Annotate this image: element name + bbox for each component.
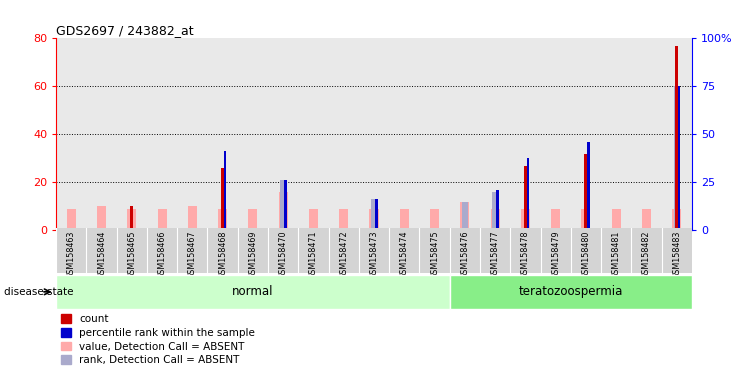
Bar (133, 228, 135, 230)
Text: GSM158475: GSM158475 (430, 231, 439, 279)
Bar (188, 207, 197, 230)
Bar (497, 190, 499, 230)
Bar (492, 192, 498, 230)
Bar (420, 38, 450, 230)
Bar (339, 209, 349, 230)
Bar (430, 209, 439, 230)
Bar (280, 180, 286, 230)
Bar (221, 168, 224, 230)
Bar (551, 209, 560, 230)
Bar (86, 38, 117, 230)
Text: GSM158473: GSM158473 (370, 231, 378, 279)
Text: GSM158478: GSM158478 (521, 231, 530, 279)
Text: GSM158464: GSM158464 (97, 231, 106, 279)
Text: GSM158469: GSM158469 (248, 231, 257, 279)
Bar (631, 38, 662, 230)
Text: GSM158468: GSM158468 (218, 231, 227, 279)
Text: GSM158482: GSM158482 (642, 231, 651, 279)
Text: GSM158471: GSM158471 (309, 231, 318, 279)
Bar (359, 38, 389, 230)
Bar (662, 38, 692, 230)
Bar (97, 207, 106, 230)
Bar (491, 209, 500, 230)
Bar (510, 38, 541, 230)
Text: GSM158466: GSM158466 (158, 231, 167, 279)
Text: GDS2697 / 243882_at: GDS2697 / 243882_at (56, 24, 194, 37)
Bar (158, 209, 167, 230)
Bar (177, 38, 207, 230)
Bar (207, 38, 238, 230)
Bar (328, 38, 359, 230)
Bar (248, 209, 257, 230)
Bar (581, 209, 590, 230)
Text: GSM158463: GSM158463 (67, 231, 76, 279)
Text: GSM158472: GSM158472 (340, 231, 349, 279)
Text: GSM158474: GSM158474 (399, 231, 408, 279)
Bar (678, 86, 681, 230)
Bar (278, 192, 288, 230)
Bar (587, 142, 589, 230)
Text: GSM158477: GSM158477 (491, 231, 500, 279)
Text: teratozoospermia: teratozoospermia (518, 285, 623, 298)
Bar (584, 154, 587, 230)
Bar (601, 38, 631, 230)
Bar (238, 38, 268, 230)
Bar (371, 199, 377, 230)
Bar (127, 209, 136, 230)
Bar (298, 38, 328, 230)
Bar (268, 38, 298, 230)
Bar (521, 209, 530, 230)
Bar (117, 38, 147, 230)
Text: GSM158480: GSM158480 (581, 231, 590, 279)
Bar (675, 46, 678, 230)
Bar (450, 275, 692, 309)
Bar (102, 228, 105, 230)
Bar (524, 166, 527, 230)
Text: GSM158470: GSM158470 (279, 231, 288, 279)
Text: GSM158479: GSM158479 (551, 231, 560, 279)
Text: disease state: disease state (4, 287, 73, 297)
Bar (672, 209, 681, 230)
Bar (389, 38, 420, 230)
Text: normal: normal (232, 285, 274, 298)
Text: GSM158483: GSM158483 (672, 231, 681, 279)
Bar (450, 38, 480, 230)
Bar (218, 209, 227, 230)
Bar (370, 209, 378, 230)
Bar (224, 151, 226, 230)
Bar (375, 199, 378, 230)
Bar (462, 202, 468, 230)
Bar (674, 86, 680, 230)
Bar (56, 38, 86, 230)
Text: GSM158467: GSM158467 (188, 231, 197, 279)
Bar (460, 202, 469, 230)
Bar (642, 209, 651, 230)
Bar (527, 158, 529, 230)
Bar (541, 38, 571, 230)
Bar (130, 207, 133, 230)
Bar (399, 209, 409, 230)
Bar (480, 38, 510, 230)
Bar (612, 209, 621, 230)
Text: GSM158465: GSM158465 (127, 231, 136, 279)
Bar (56, 275, 450, 309)
Bar (284, 180, 286, 230)
Bar (571, 38, 601, 230)
Legend: count, percentile rank within the sample, value, Detection Call = ABSENT, rank, : count, percentile rank within the sample… (61, 314, 255, 365)
Bar (147, 38, 177, 230)
Bar (67, 209, 76, 230)
Text: GSM158481: GSM158481 (612, 231, 621, 279)
Bar (309, 209, 318, 230)
Text: GSM158476: GSM158476 (460, 231, 469, 279)
